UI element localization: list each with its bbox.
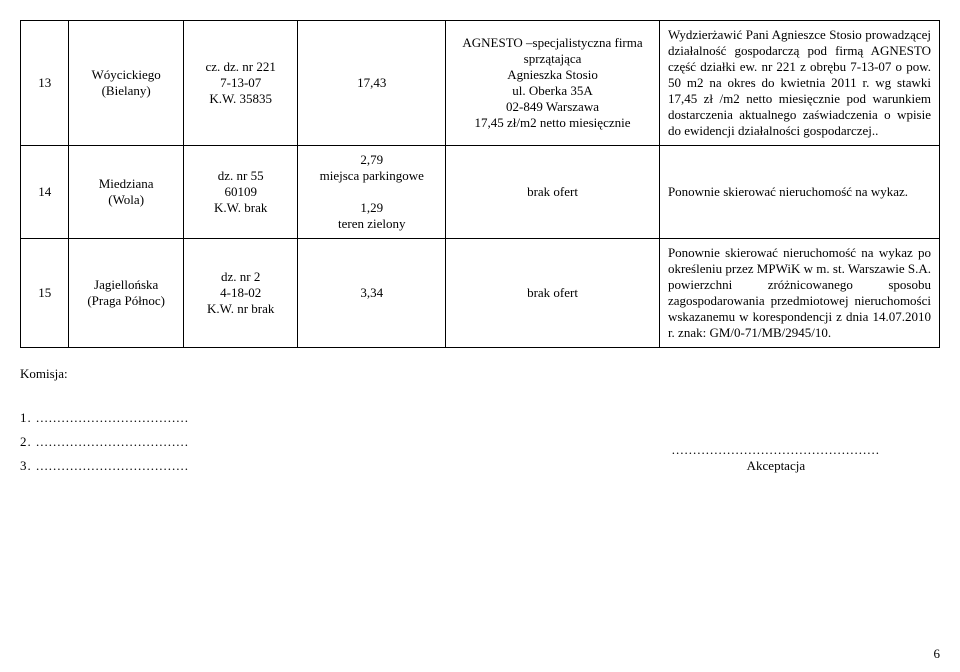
reference-cell: cz. dz. nr 2217-13-07K.W. 35835 bbox=[183, 21, 298, 146]
acceptance-block: ........................................… bbox=[672, 442, 880, 474]
signature-line: 1. .................................... bbox=[20, 410, 189, 426]
property-table: 13Wóycickiego(Bielany)cz. dz. nr 2217-13… bbox=[20, 20, 940, 348]
location-cell: Wóycickiego(Bielany) bbox=[69, 21, 184, 146]
signature-line: 3. .................................... bbox=[20, 458, 189, 474]
acceptance-dots: ........................................… bbox=[672, 442, 880, 458]
table-row: 15Jagiellońska(Praga Północ)dz. nr 24-18… bbox=[21, 239, 940, 348]
company-cell: brak ofert bbox=[446, 239, 660, 348]
row-number: 13 bbox=[21, 21, 69, 146]
page-number: 6 bbox=[934, 646, 941, 662]
notes-cell: Ponownie skierować nieruchomość na wykaz… bbox=[659, 146, 939, 239]
row-number: 15 bbox=[21, 239, 69, 348]
signature-list: 1. .................................... 2… bbox=[20, 402, 189, 482]
company-cell: AGNESTO –specjalistyczna firma sprzątają… bbox=[446, 21, 660, 146]
notes-cell: Wydzierżawić Pani Agnieszce Stosio prowa… bbox=[659, 21, 939, 146]
acceptance-label: Akceptacja bbox=[672, 458, 880, 474]
reference-cell: dz. nr 24-18-02K.W. nr brak bbox=[183, 239, 298, 348]
notes-cell: Ponownie skierować nieruchomość na wykaz… bbox=[659, 239, 939, 348]
signature-line: 2. .................................... bbox=[20, 434, 189, 450]
location-cell: Miedziana(Wola) bbox=[69, 146, 184, 239]
row-number: 14 bbox=[21, 146, 69, 239]
area-cell: 2,79miejsca parkingowe 1,29teren zielony bbox=[298, 146, 446, 239]
location-cell: Jagiellońska(Praga Północ) bbox=[69, 239, 184, 348]
area-cell: 17,43 bbox=[298, 21, 446, 146]
company-cell: brak ofert bbox=[446, 146, 660, 239]
komisja-label: Komisja: bbox=[20, 366, 940, 382]
signatures-block: 1. .................................... 2… bbox=[20, 402, 940, 482]
reference-cell: dz. nr 5560109K.W. brak bbox=[183, 146, 298, 239]
table-row: 13Wóycickiego(Bielany)cz. dz. nr 2217-13… bbox=[21, 21, 940, 146]
table-row: 14Miedziana(Wola)dz. nr 5560109K.W. brak… bbox=[21, 146, 940, 239]
area-cell: 3,34 bbox=[298, 239, 446, 348]
